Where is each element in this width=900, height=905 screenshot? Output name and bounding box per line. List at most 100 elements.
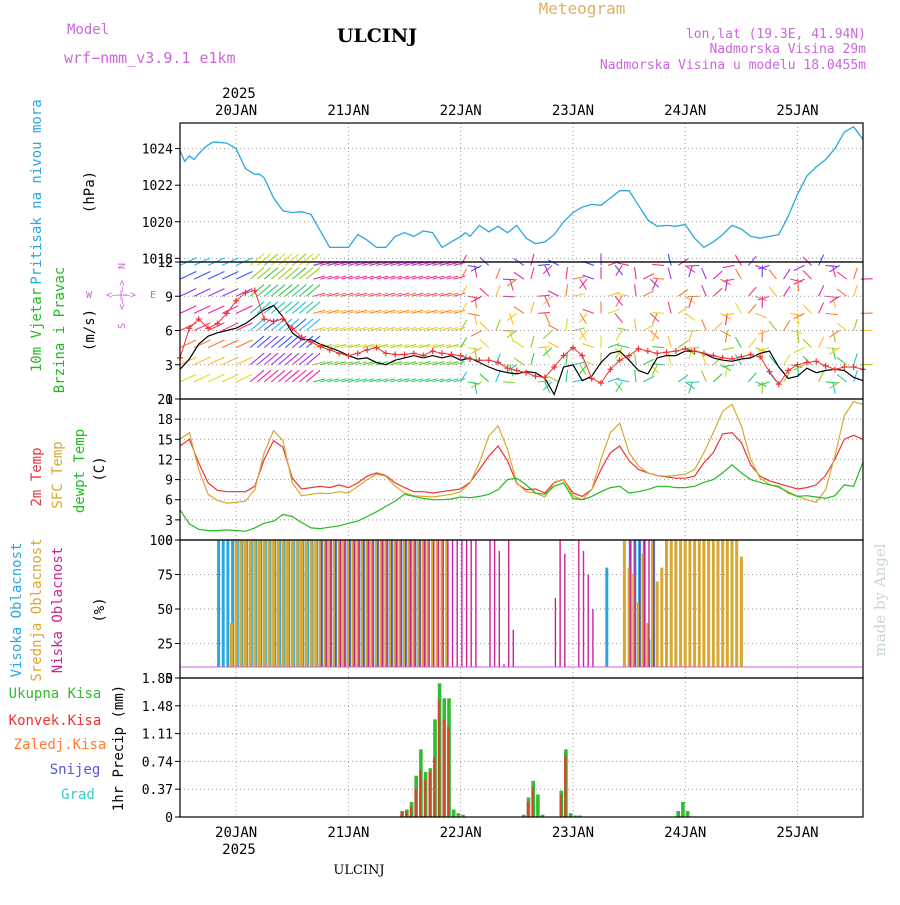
wind-arrow xyxy=(194,357,210,365)
wind-arrow xyxy=(615,313,623,322)
precip-bar xyxy=(433,757,435,817)
cloud-bar xyxy=(588,575,589,668)
cloud-bar xyxy=(712,540,715,667)
cloud-bar xyxy=(239,540,242,667)
cloud-bar xyxy=(222,540,225,667)
wind-arrow xyxy=(783,320,790,330)
wind-arrow xyxy=(668,268,671,280)
wind-arrow xyxy=(755,348,766,352)
cloud-bar xyxy=(235,540,238,667)
wind-arrow xyxy=(668,353,671,365)
cloud-label-low: Niska Oblacnost xyxy=(50,547,66,673)
cloud-bar xyxy=(508,540,509,667)
wind-arrow xyxy=(229,357,245,365)
wind-arrow xyxy=(531,336,534,348)
wind-arrow xyxy=(819,337,824,348)
wind-gust-marker xyxy=(598,380,604,386)
wind-arrow xyxy=(201,374,217,382)
wind-arrow xyxy=(566,353,568,365)
cloud-bar xyxy=(648,540,649,667)
wind-arrow xyxy=(215,272,231,280)
wind-arrow xyxy=(531,254,534,266)
y-tick-label: 1022 xyxy=(142,179,173,194)
wind-arrow xyxy=(278,285,292,297)
wind-arrow xyxy=(180,340,196,348)
wind-arrow xyxy=(635,284,637,296)
wind-arrow xyxy=(854,370,858,381)
wind-gust-marker xyxy=(645,348,651,354)
cloud-bar xyxy=(726,540,729,667)
wind-arrow xyxy=(271,268,285,280)
wind-arrow xyxy=(292,285,306,297)
y-tick-label: 15 xyxy=(157,433,173,448)
wind-arrow xyxy=(668,302,671,314)
cloud-bar xyxy=(230,623,233,667)
wind-arrow xyxy=(725,331,727,343)
wind-arrow xyxy=(531,302,534,314)
precip-bar xyxy=(419,770,421,817)
wind-arrow xyxy=(194,374,210,382)
wind-gust-marker xyxy=(813,358,819,364)
cloud-bar xyxy=(684,540,687,667)
wind-arrow xyxy=(250,268,264,280)
wind-arrow xyxy=(668,254,671,266)
top-day-label: 22JAN xyxy=(440,103,482,119)
wind-gust-marker xyxy=(832,366,838,372)
wind-arrow xyxy=(194,306,210,314)
wind-arrow xyxy=(723,279,735,281)
precip-bar xyxy=(452,810,456,818)
precip-legend: Ukupna KisaKonvek.KisaZaledj.KisaSnijegG… xyxy=(9,686,107,803)
wind-arrow xyxy=(201,357,217,365)
y-tick-label: 9 xyxy=(165,474,173,489)
wind-gust-marker xyxy=(823,363,829,369)
wind-arrow xyxy=(278,254,292,266)
wind-arrow xyxy=(461,320,467,330)
wind-arrow xyxy=(278,370,292,382)
bottom-day-label: 24JAN xyxy=(664,825,706,841)
cloud-bar xyxy=(258,540,261,667)
cloud-bar xyxy=(623,540,626,667)
cloud-bar xyxy=(564,554,565,667)
wind-arrow xyxy=(264,254,278,266)
cloud-bar xyxy=(665,540,668,667)
cloud-bar xyxy=(447,540,448,667)
precip-bar xyxy=(443,719,445,817)
precip-legend-label: Konvek.Kisa xyxy=(9,713,102,729)
wind-arrow xyxy=(236,340,252,348)
wind-arrow xyxy=(819,371,824,382)
cloud-bar xyxy=(428,540,429,667)
wind-arrow xyxy=(652,264,664,265)
y-tick-label: 100 xyxy=(150,534,173,549)
wind-arrow xyxy=(713,271,722,279)
cloud-unit: (%) xyxy=(92,597,108,622)
wind-arrow xyxy=(833,348,836,360)
wind-arrow xyxy=(826,348,838,349)
y-tick-label: 6 xyxy=(165,325,173,340)
precip-bar xyxy=(400,813,402,818)
top-day-label: 20JAN xyxy=(215,103,257,119)
wind-arrow xyxy=(833,296,836,308)
wind-arrow xyxy=(257,353,271,365)
wind-arrow xyxy=(299,353,313,365)
cloud-bar xyxy=(305,540,308,667)
cloud-bar xyxy=(217,540,220,667)
wind-arrow xyxy=(250,254,264,266)
wind-gust-marker xyxy=(458,353,464,359)
cloud-bar xyxy=(368,540,369,667)
wind-arrow xyxy=(833,382,836,394)
temp-label-dewpt: dewpt Temp xyxy=(72,429,88,513)
precip-bar xyxy=(560,795,562,818)
wind-arrow xyxy=(514,341,524,348)
cloud-bar xyxy=(272,540,275,667)
wind-arrow xyxy=(826,265,838,266)
wind-arrow xyxy=(187,272,203,280)
cloud-bar xyxy=(702,540,705,667)
wind-arrow xyxy=(548,325,559,330)
cloud-bar xyxy=(489,540,490,667)
wind-arrow xyxy=(735,269,741,279)
wind-gust-marker xyxy=(336,350,342,356)
top-day-label: 25JAN xyxy=(776,103,818,119)
